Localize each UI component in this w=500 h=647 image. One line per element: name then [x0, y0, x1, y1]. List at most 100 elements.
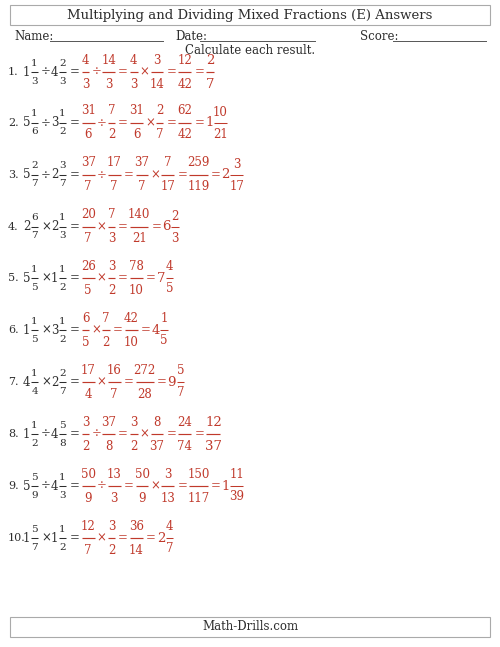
Text: =: =: [70, 531, 80, 545]
Text: 140: 140: [128, 208, 150, 221]
Text: 7: 7: [164, 157, 172, 170]
Text: 1: 1: [23, 428, 30, 441]
Text: 3: 3: [110, 492, 118, 505]
Text: 2: 2: [51, 375, 58, 388]
Text: 6.: 6.: [8, 325, 18, 335]
Text: Date:: Date:: [175, 30, 207, 43]
Text: 2: 2: [82, 439, 89, 452]
Text: 2: 2: [59, 58, 66, 67]
Text: 4: 4: [130, 54, 138, 67]
Text: ×: ×: [96, 272, 106, 285]
Text: 28: 28: [138, 388, 152, 400]
Text: 1: 1: [23, 65, 30, 78]
Text: ×: ×: [150, 168, 160, 182]
Text: 2: 2: [130, 439, 138, 452]
Text: ÷: ÷: [96, 479, 106, 492]
Text: ×: ×: [140, 428, 149, 441]
Text: 1: 1: [160, 313, 168, 325]
Text: 7.: 7.: [8, 377, 18, 387]
Text: =: =: [210, 168, 220, 182]
Text: =: =: [70, 272, 80, 285]
Text: 5: 5: [31, 525, 38, 534]
Text: 21: 21: [213, 127, 228, 140]
Text: 2: 2: [23, 221, 30, 234]
Text: 1: 1: [59, 525, 66, 534]
Text: ÷: ÷: [92, 65, 101, 78]
Text: =: =: [70, 324, 80, 336]
Text: 3: 3: [171, 232, 178, 245]
Text: 17: 17: [81, 364, 96, 377]
Text: 2: 2: [206, 54, 214, 67]
Text: 3: 3: [108, 259, 115, 272]
Text: =: =: [70, 65, 80, 78]
Text: 14: 14: [129, 543, 144, 556]
Text: =: =: [124, 479, 134, 492]
Text: 2: 2: [222, 168, 230, 182]
Text: 5: 5: [23, 479, 30, 492]
Text: Score:: Score:: [360, 30, 399, 43]
Text: 17: 17: [106, 157, 122, 170]
Text: 3: 3: [233, 157, 240, 171]
Text: ×: ×: [92, 324, 101, 336]
Text: =: =: [166, 65, 176, 78]
Text: 21: 21: [132, 232, 146, 245]
Text: ×: ×: [96, 531, 106, 545]
Text: =: =: [166, 116, 176, 129]
Text: 3: 3: [59, 490, 66, 499]
Text: 117: 117: [188, 492, 210, 505]
Text: 17: 17: [230, 179, 244, 193]
Text: 42: 42: [124, 311, 138, 325]
Text: 5: 5: [176, 364, 184, 377]
Text: 4: 4: [166, 520, 173, 534]
Text: ×: ×: [41, 272, 51, 285]
Text: 5: 5: [23, 272, 30, 285]
Text: 9: 9: [84, 492, 92, 505]
Text: 7: 7: [108, 105, 115, 118]
Text: =: =: [70, 428, 80, 441]
Text: 1: 1: [31, 316, 38, 325]
Text: 5: 5: [23, 168, 30, 182]
Text: 4: 4: [151, 324, 160, 336]
Text: ÷: ÷: [41, 168, 51, 182]
Text: Calculate each result.: Calculate each result.: [185, 43, 315, 56]
Text: 37: 37: [150, 439, 164, 452]
Text: 8.: 8.: [8, 429, 18, 439]
Text: 12: 12: [205, 415, 222, 428]
Text: 1: 1: [59, 109, 66, 118]
Text: ×: ×: [41, 375, 51, 388]
Text: 6: 6: [162, 221, 170, 234]
Text: =: =: [118, 272, 128, 285]
Text: 1: 1: [31, 421, 38, 430]
Text: 1: 1: [222, 479, 230, 492]
Text: ÷: ÷: [92, 428, 101, 441]
Text: 6: 6: [31, 127, 38, 137]
Text: Multiplying and Dividing Mixed Fractions (E) Answers: Multiplying and Dividing Mixed Fractions…: [68, 8, 432, 21]
Text: 3: 3: [50, 324, 58, 336]
Text: 3: 3: [108, 520, 115, 532]
Text: 50: 50: [80, 468, 96, 481]
Bar: [10, 5, 490, 25]
Text: =: =: [178, 479, 188, 492]
Text: 3.: 3.: [8, 170, 18, 180]
Text: =: =: [157, 375, 167, 388]
Text: 7: 7: [110, 181, 118, 193]
Text: 3: 3: [59, 76, 66, 85]
Text: =: =: [146, 272, 156, 285]
Text: 5: 5: [84, 283, 92, 296]
Text: 7: 7: [59, 386, 66, 395]
Text: ×: ×: [41, 531, 51, 545]
Text: 2: 2: [108, 129, 115, 142]
Text: 1: 1: [31, 265, 38, 274]
Text: 9.: 9.: [8, 481, 18, 491]
Text: 50: 50: [134, 468, 150, 481]
Text: 7: 7: [102, 311, 110, 325]
Text: 3: 3: [105, 78, 112, 91]
Text: 3: 3: [130, 415, 138, 428]
Text: 7: 7: [84, 232, 92, 245]
Text: 24: 24: [178, 415, 192, 428]
Text: 42: 42: [178, 129, 192, 142]
Text: Name:: Name:: [14, 30, 54, 43]
Text: 4: 4: [23, 375, 30, 388]
Text: 7: 7: [108, 208, 115, 221]
Text: 7: 7: [84, 543, 92, 556]
